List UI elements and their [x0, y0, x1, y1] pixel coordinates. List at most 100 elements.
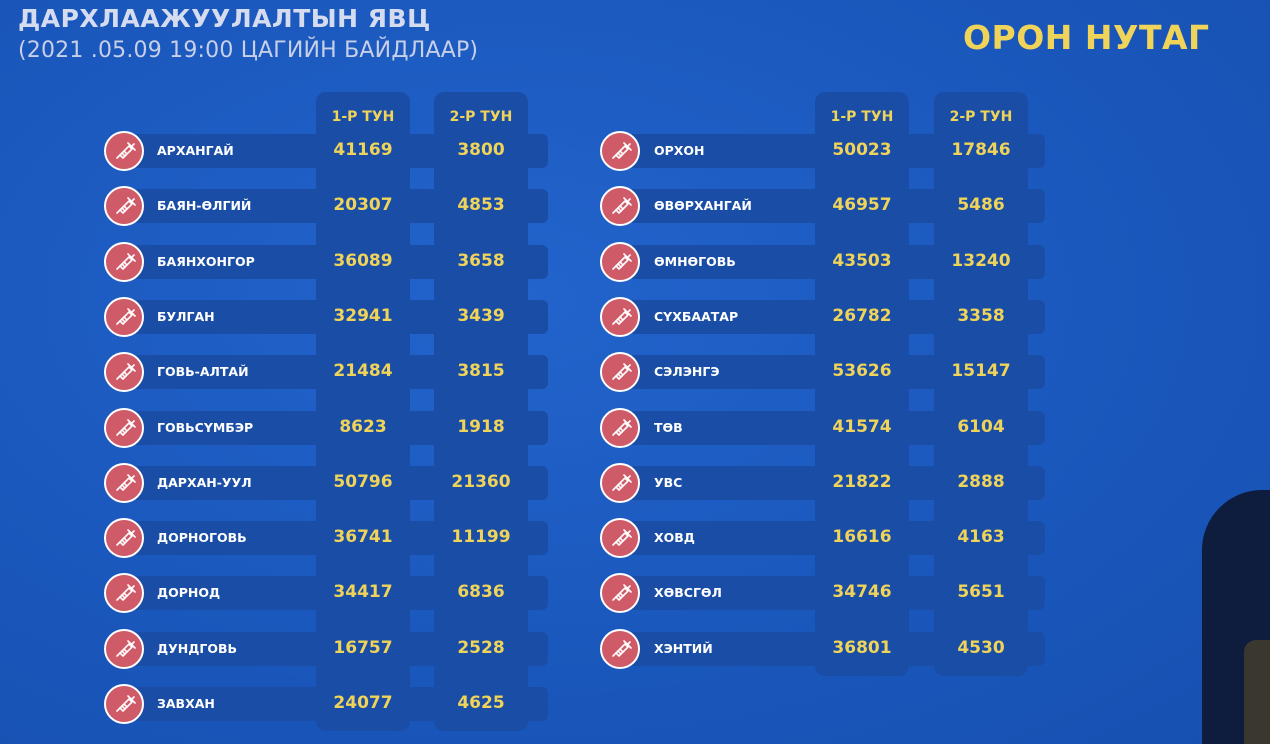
syringe-icon	[600, 131, 640, 171]
dose1-value: 36741	[333, 527, 393, 548]
dose2-value: 4853	[457, 195, 505, 216]
table-row	[0, 521, 1, 555]
region-name: ГОВЬСҮМБЭР	[157, 419, 254, 435]
dose2-value: 2528	[457, 637, 505, 658]
dose2-value: 3800	[457, 140, 505, 160]
row-band	[617, 465, 1045, 500]
dose2-value: 11199	[451, 527, 511, 548]
syringe-icon	[104, 241, 144, 282]
region-name: ӨВӨРХАНГАЙ	[654, 198, 752, 214]
dose1-header: 1-Р ТУН	[331, 109, 395, 125]
syringe-icon	[600, 518, 640, 559]
dose1-value: 8623	[339, 416, 387, 437]
row-band	[617, 299, 1045, 334]
syringe-icon	[600, 352, 640, 393]
region-name: БАЯНХОНГОР	[157, 253, 255, 269]
syringe-icon	[104, 296, 144, 337]
region-name: ГОВЬ-АЛТАЙ	[157, 364, 249, 380]
row-band	[617, 355, 1045, 390]
row-band	[617, 576, 1045, 611]
dose1-value: 50023	[832, 140, 892, 160]
table-row	[0, 576, 1, 610]
row-band	[617, 244, 1045, 279]
row-band	[120, 521, 548, 556]
row-band	[120, 134, 548, 168]
region-name: ДОРНОГОВЬ	[157, 530, 247, 546]
dose1-value: 53626	[832, 361, 892, 382]
syringe-icon	[600, 407, 640, 448]
syringe-icon	[104, 573, 144, 614]
dose2-value: 4163	[957, 527, 1005, 548]
page-title: ДАРХЛААЖУУЛАЛТЫН ЯВЦ	[18, 4, 431, 33]
dose1-value: 16757	[333, 637, 393, 658]
dose2-value: 5651	[957, 582, 1005, 603]
region-name: ДАРХАН-УУЛ	[157, 474, 252, 490]
syringe-icon	[104, 518, 144, 559]
syringe-icon	[104, 462, 144, 503]
dose2-value: 21360	[451, 471, 511, 492]
region-name: СҮХБААТАР	[654, 308, 739, 324]
dose1-value: 43503	[832, 250, 892, 271]
syringe-icon	[104, 407, 144, 448]
region-name: ӨМНӨГОВЬ	[654, 253, 736, 269]
region-name: ДУНДГОВЬ	[157, 640, 238, 656]
syringe-icon	[600, 241, 640, 282]
row-band	[120, 244, 548, 279]
dose2-header: 2-Р ТУН	[949, 109, 1013, 125]
syringe-icon	[600, 462, 640, 503]
region-name: АРХАНГАЙ	[157, 143, 234, 158]
row-band	[617, 521, 1045, 556]
dose2-value: 15147	[951, 361, 1011, 382]
row-band	[120, 410, 548, 445]
row-band	[120, 465, 548, 500]
row-band	[617, 189, 1045, 224]
dose1-value: 21484	[333, 361, 393, 382]
table-row	[0, 687, 1, 721]
dose2-value: 4530	[957, 637, 1005, 658]
row-band	[120, 631, 548, 666]
region-name: ХӨВСГӨЛ	[654, 585, 722, 601]
dose2-value: 3815	[457, 361, 505, 382]
syringe-icon	[600, 573, 640, 614]
syringe-icon	[600, 186, 640, 227]
page-subtitle: (2021 .05.09 19:00 ЦАГИЙН БАЙДЛААР)	[18, 38, 479, 63]
dose1-value: 16616	[832, 527, 892, 548]
table-row	[0, 300, 1, 334]
region-name: ОРХОН	[654, 143, 705, 158]
table-row	[0, 632, 1, 666]
dose1-value: 21822	[832, 471, 892, 492]
row-band	[120, 576, 548, 611]
syringe-icon	[600, 628, 640, 669]
table-row	[0, 466, 1, 500]
dose2-value: 3439	[457, 305, 505, 326]
region-name: УВС	[654, 474, 683, 490]
dose1-value: 41574	[832, 416, 892, 437]
row-band	[617, 631, 1045, 666]
dose1-value: 46957	[832, 195, 892, 216]
row-band	[120, 687, 548, 721]
region-name: ХЭНТИЙ	[654, 640, 713, 656]
table-row	[0, 245, 1, 279]
row-band	[617, 410, 1045, 445]
region-name: ТӨВ	[654, 419, 683, 435]
region-name: БАЯН-ӨЛГИЙ	[157, 198, 252, 214]
dose2-value: 5486	[957, 195, 1005, 216]
syringe-icon	[104, 131, 144, 171]
region-name: СЭЛЭНГЭ	[654, 364, 720, 380]
dose1-value: 41169	[333, 140, 393, 160]
dose2-value: 1918	[457, 416, 505, 437]
table-row	[0, 355, 1, 389]
dose1-value: 20307	[333, 195, 393, 216]
presenter-figure	[1200, 490, 1270, 744]
dose2-value: 3358	[957, 305, 1005, 326]
syringe-icon	[104, 684, 144, 724]
dose1-value: 36089	[333, 250, 393, 271]
region-name: БУЛГАН	[157, 308, 215, 324]
syringe-icon	[104, 628, 144, 669]
region-name: ХОВД	[654, 530, 695, 546]
region-name: ЗАВХАН	[157, 696, 215, 711]
dose2-value: 4625	[457, 693, 505, 713]
syringe-icon	[104, 186, 144, 227]
row-band	[120, 355, 548, 390]
dose2-value: 2888	[957, 471, 1005, 492]
